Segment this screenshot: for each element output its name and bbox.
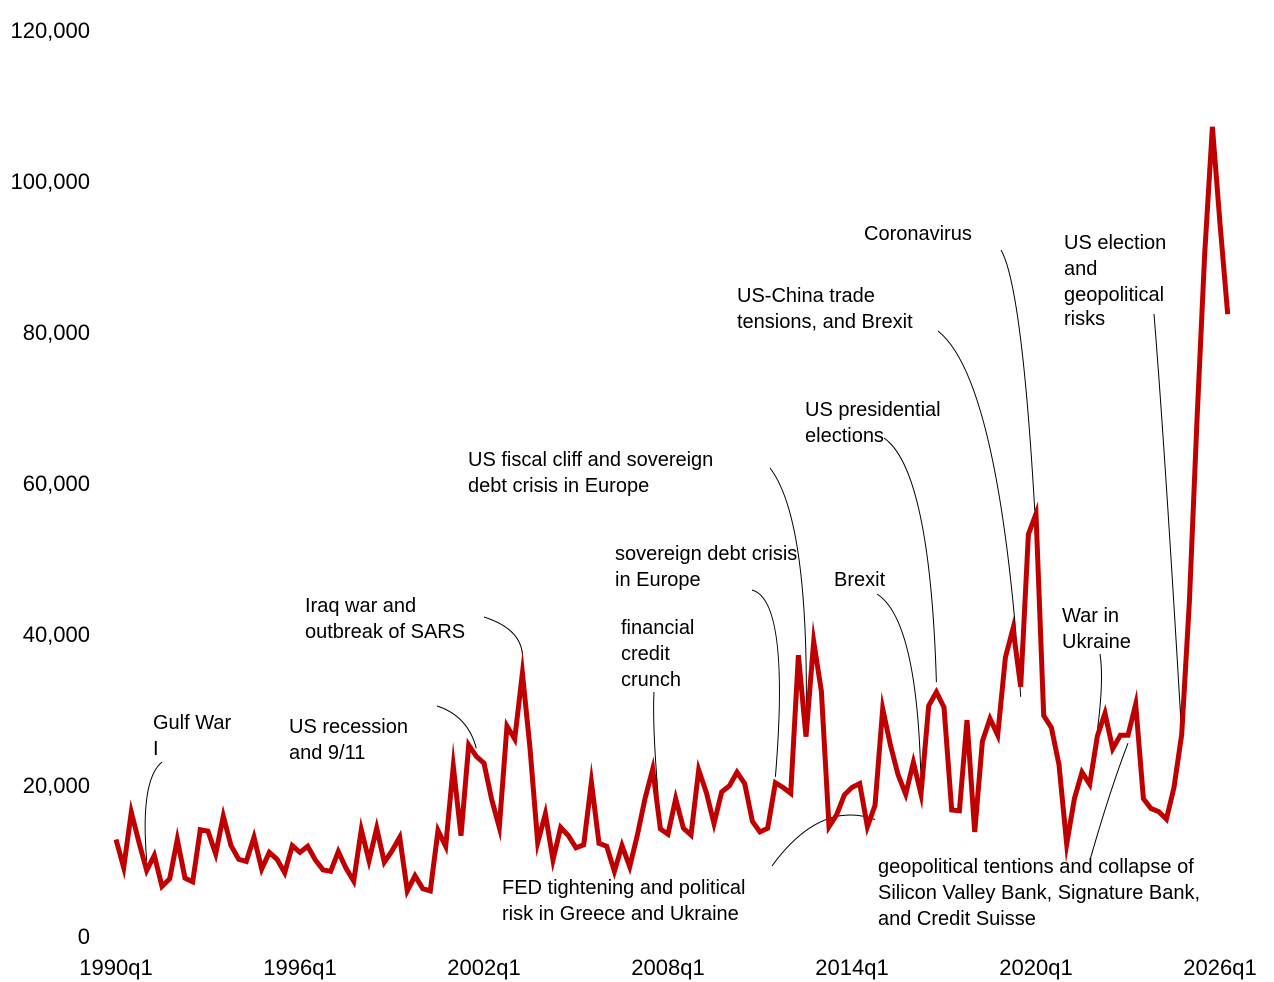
annotation-line: Iraq war and (305, 595, 416, 617)
annotation-line: US presidential (805, 399, 941, 421)
leader-line-us-recession (436, 705, 477, 749)
leader-line-us-presidential-elections (883, 437, 937, 683)
annotation-line: US fiscal cliff and sovereign (468, 449, 713, 471)
annotation-line: debt crisis in Europe (468, 475, 649, 497)
annotation-line: Coronavirus (864, 223, 972, 245)
annotation-line: geopolitical (1064, 284, 1164, 306)
annotation-line: Gulf War (153, 712, 231, 734)
annotation-fed-tightening: FED tightening and political risk in Gre… (502, 877, 745, 925)
annotation-line: Ukraine (1062, 631, 1131, 653)
y-tick-label: 0 (78, 924, 90, 949)
y-axis: 0 20,000 40,000 60,000 80,000 100,000 12… (10, 18, 90, 949)
annotation-line: Silicon Valley Bank, Signature Bank, (878, 882, 1200, 904)
annotation-us-fiscal-cliff: US fiscal cliff and sovereign debt crisi… (468, 449, 713, 497)
annotation-line: and 9/11 (289, 742, 365, 764)
annotation-line: financial (621, 617, 694, 639)
annotation-line: I (153, 738, 159, 760)
annotation-coronavirus: Coronavirus (864, 223, 972, 245)
x-tick-label: 1996q1 (263, 955, 336, 980)
y-tick-label: 100,000 (10, 169, 90, 194)
x-tick-label: 2008q1 (631, 955, 704, 980)
y-tick-label: 60,000 (23, 471, 90, 496)
x-tick-label: 1990q1 (79, 955, 152, 980)
leader-line-sovereign-debt-crisis (751, 589, 780, 777)
annotation-leaders (144, 249, 1183, 867)
y-tick-label: 20,000 (23, 773, 90, 798)
leader-line-gulf-war (144, 761, 163, 861)
annotation-line: US recession (289, 716, 408, 738)
annotation-us-recession: US recession and 9/11 (289, 716, 408, 764)
leader-line-us-election (1153, 313, 1183, 735)
x-tick-label: 2026q1 (1183, 955, 1256, 980)
annotation-line: in Europe (615, 569, 701, 591)
annotation-line: and (1064, 258, 1097, 280)
annotation-line: risks (1064, 308, 1105, 330)
x-axis: 1990q1 1996q1 2002q1 2008q1 2014q1 2020q… (79, 955, 1256, 980)
annotation-line: US-China trade (737, 285, 875, 307)
leader-line-brexit (876, 593, 922, 785)
annotation-line: geopolitical tentions and collapse of (878, 856, 1194, 878)
leader-line-fed-tightening (771, 814, 876, 867)
annotation-line: sovereign debt crisis (615, 543, 797, 565)
annotation-iraq-war: Iraq war and outbreak of SARS (305, 595, 465, 643)
y-tick-label: 120,000 (10, 18, 90, 43)
annotation-brexit: Brexit (834, 569, 886, 591)
annotations: Gulf War I US recession and 9/11 Iraq wa… (153, 223, 1200, 930)
annotation-line: elections (805, 425, 884, 447)
annotation-us-presidential-elections: US presidential elections (805, 399, 941, 447)
annotation-us-election: US election and geopolitical risks (1064, 232, 1166, 330)
annotation-line: outbreak of SARS (305, 621, 465, 643)
y-tick-label: 40,000 (23, 622, 90, 647)
annotation-line: risk in Greece and Ukraine (502, 903, 739, 925)
annotation-line: FED tightening and political (502, 877, 745, 899)
annotation-sovereign-debt-crisis: sovereign debt crisis in Europe (615, 543, 797, 591)
annotation-line: tensions, and Brexit (737, 311, 913, 333)
x-tick-label: 2020q1 (999, 955, 1072, 980)
annotation-war-in-ukraine: War in Ukraine (1062, 605, 1131, 653)
x-tick-label: 2002q1 (447, 955, 520, 980)
series-line (113, 126, 1231, 900)
annotation-line: and Credit Suisse (878, 908, 1036, 930)
annotation-line: credit (621, 643, 670, 665)
leader-line-war-in-ukraine (1096, 653, 1102, 731)
leader-line-us-fiscal-cliff (769, 467, 807, 729)
annotation-geopolitical-tentions: geopolitical tentions and collapse of Si… (878, 856, 1200, 930)
annotation-us-china-trade: US-China trade tensions, and Brexit (737, 285, 913, 333)
annotation-financial-credit-crunch: financial credit crunch (621, 617, 694, 691)
leader-line-iraq-war (483, 616, 523, 662)
x-tick-label: 2014q1 (815, 955, 888, 980)
series-layer (113, 126, 1231, 900)
annotation-line: Brexit (834, 569, 886, 591)
leader-line-geopolitical-tentions (1089, 743, 1129, 861)
annotation-line: crunch (621, 669, 681, 691)
y-tick-label: 80,000 (23, 320, 90, 345)
annotation-line: US election (1064, 232, 1166, 254)
leader-line-us-china-trade (937, 330, 1022, 697)
annotation-gulf-war: Gulf War I (153, 712, 231, 760)
annotation-line: War in (1062, 605, 1119, 627)
